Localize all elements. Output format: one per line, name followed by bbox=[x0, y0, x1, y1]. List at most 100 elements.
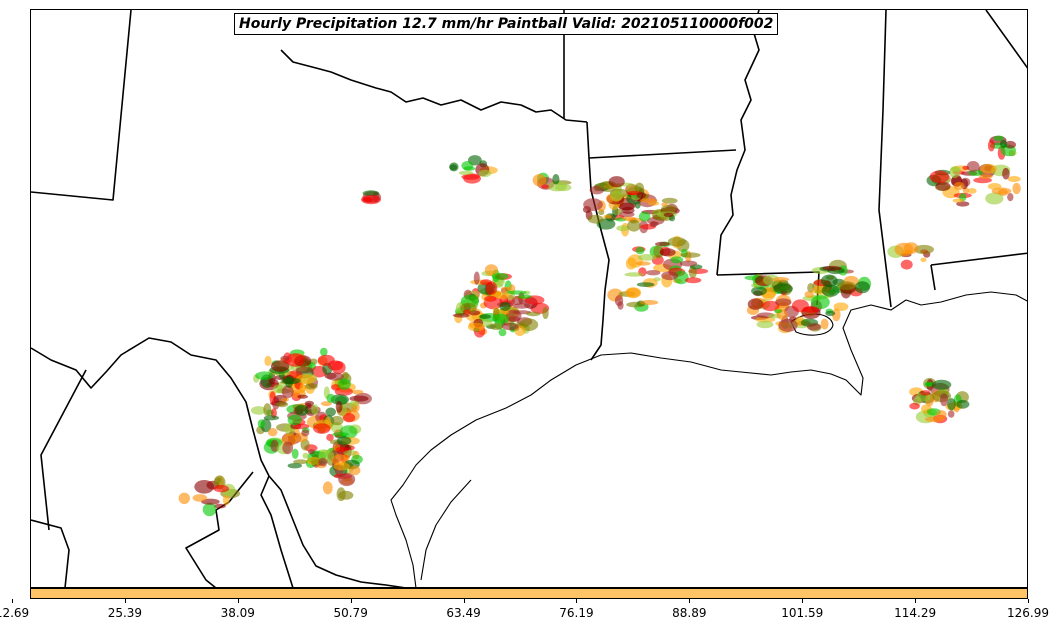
precip-blob bbox=[661, 197, 678, 204]
precip-blob bbox=[255, 371, 274, 381]
precip-blob bbox=[956, 399, 970, 409]
precip-blob bbox=[213, 503, 226, 509]
precip-blob bbox=[343, 449, 357, 456]
precip-blob bbox=[626, 301, 645, 308]
precip-blob bbox=[287, 463, 302, 469]
colorbar-tick bbox=[12, 599, 13, 603]
precip-blob bbox=[583, 198, 603, 212]
precip-blob bbox=[213, 484, 230, 493]
precip-blob bbox=[635, 246, 645, 255]
precip-blob bbox=[854, 281, 871, 294]
precip-blob bbox=[1004, 140, 1016, 149]
colorbar bbox=[30, 588, 1028, 599]
gulf-coast bbox=[390, 291, 1027, 587]
precip-blob bbox=[498, 328, 507, 337]
precip-blob bbox=[947, 410, 955, 418]
precip-blob bbox=[1002, 167, 1010, 180]
precip-blob bbox=[985, 192, 1004, 205]
precip-blobs bbox=[178, 135, 1021, 517]
precip-blob bbox=[541, 184, 550, 189]
precip-blob bbox=[250, 406, 267, 415]
precip-blob bbox=[802, 306, 820, 313]
precip-blob bbox=[322, 481, 333, 495]
precip-blob bbox=[680, 252, 701, 258]
precip-blob bbox=[282, 441, 294, 455]
precip-blob bbox=[680, 260, 698, 267]
precip-blob bbox=[317, 354, 335, 366]
precip-blob bbox=[270, 360, 290, 372]
colorbar-tick-label: 25.39 bbox=[107, 606, 143, 620]
precip-blob bbox=[966, 161, 980, 173]
precip-blob bbox=[636, 282, 655, 287]
precip-blob bbox=[507, 290, 527, 295]
precip-blob bbox=[351, 389, 364, 395]
precip-blob bbox=[449, 164, 458, 171]
precip-blob bbox=[297, 394, 308, 399]
precip-blob bbox=[499, 301, 511, 311]
precip-blob bbox=[491, 272, 509, 280]
colorbar-tick-label: 50.79 bbox=[333, 606, 368, 620]
precip-blob bbox=[653, 245, 664, 259]
precip-blob bbox=[484, 295, 497, 302]
precip-blob bbox=[293, 459, 309, 465]
precip-blob bbox=[987, 183, 1002, 190]
precip-blob bbox=[501, 322, 519, 331]
precip-blob bbox=[264, 355, 272, 367]
precip-blob bbox=[914, 244, 934, 255]
precip-blob bbox=[655, 241, 670, 247]
precip-blob bbox=[822, 265, 842, 271]
precip-blob bbox=[281, 397, 289, 402]
precip-blob bbox=[458, 170, 473, 176]
precip-blob bbox=[467, 322, 485, 332]
precip-blob bbox=[806, 323, 821, 331]
colorbar-tick-label: 114.29 bbox=[894, 606, 937, 620]
precip-blob bbox=[670, 256, 684, 264]
precip-blob bbox=[507, 316, 521, 322]
precip-blob bbox=[500, 286, 511, 291]
precip-blob bbox=[920, 257, 927, 262]
precip-blob bbox=[267, 428, 278, 437]
precip-blob bbox=[362, 190, 380, 197]
precip-blob bbox=[832, 308, 841, 322]
precip-blob bbox=[222, 494, 230, 506]
precip-blob bbox=[804, 291, 814, 298]
precip-blob bbox=[925, 382, 933, 387]
precip-blob bbox=[511, 295, 523, 306]
border-ga-fl bbox=[930, 252, 1027, 266]
precip-blob bbox=[214, 477, 222, 484]
precip-blob bbox=[646, 270, 661, 276]
map-canvas bbox=[31, 10, 1027, 587]
precip-blob bbox=[603, 214, 612, 219]
precip-blob bbox=[479, 314, 492, 319]
precip-blob bbox=[947, 398, 956, 411]
precip-blob bbox=[624, 272, 644, 277]
precip-blob bbox=[335, 400, 343, 413]
precip-blob bbox=[833, 302, 849, 312]
border-al-ga bbox=[985, 10, 1027, 69]
precip-blob bbox=[614, 208, 623, 215]
colorbar-tick-label: 101.59 bbox=[781, 606, 824, 620]
precip-blob bbox=[837, 281, 856, 291]
precip-blob bbox=[302, 452, 309, 459]
colorbar-tick bbox=[463, 599, 465, 603]
precip-blob bbox=[295, 374, 316, 384]
precip-blob bbox=[335, 447, 349, 452]
colorbar-tick bbox=[237, 599, 239, 603]
precip-blob bbox=[512, 303, 531, 309]
precip-blob bbox=[667, 237, 687, 247]
precip-blob bbox=[326, 393, 336, 403]
precip-blob bbox=[772, 277, 790, 282]
precip-blob bbox=[940, 393, 948, 407]
precip-blob bbox=[920, 390, 931, 396]
precip-blob bbox=[1007, 176, 1021, 182]
precip-blob bbox=[993, 135, 1004, 141]
precip-blob bbox=[330, 415, 344, 426]
precip-blob bbox=[935, 181, 951, 191]
precip-blob bbox=[291, 448, 299, 459]
precip-blob bbox=[304, 383, 318, 390]
precip-blob bbox=[636, 192, 646, 199]
precip-blob bbox=[318, 457, 328, 467]
precip-blob bbox=[756, 320, 774, 329]
rio-grande bbox=[31, 337, 405, 587]
precip-blob bbox=[280, 355, 290, 362]
